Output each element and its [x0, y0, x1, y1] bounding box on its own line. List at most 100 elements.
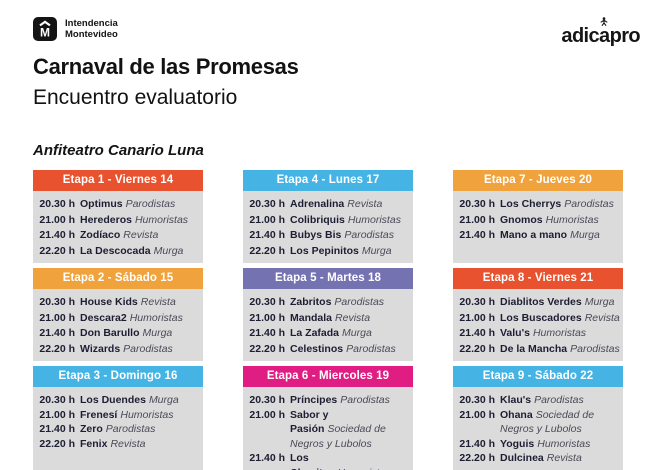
- stage-schedule: 20.30 h Los Duendes Murga 21.00 h Frenesí…: [33, 387, 203, 470]
- item-time: 21.40 h: [39, 327, 75, 339]
- stage-schedule: 20.30 h Los Cherrys Parodistas 21.00 h Gn…: [453, 191, 623, 263]
- intendencia-montevideo-logo: M Intendencia Montevideo: [33, 17, 118, 41]
- item-text: Frenesí Humoristas: [80, 408, 173, 423]
- item-time: 20.30 h: [249, 394, 285, 406]
- item-text: Celestinos Parodistas: [290, 342, 396, 358]
- item-name: De la Mancha: [500, 342, 568, 355]
- item-text: Gnomos Humoristas: [500, 213, 599, 229]
- item-category: Murga: [142, 327, 173, 339]
- item-name: Celestinos: [290, 342, 344, 355]
- stage-header-1: Etapa 1 - Viernes 14: [33, 170, 203, 191]
- stage-card-6: Etapa 6 - Miercoles 19 20.30 h Príncipes…: [243, 366, 413, 470]
- item-text: House Kids Revista: [80, 295, 176, 311]
- item-category: Murga: [361, 244, 392, 257]
- schedule-item: 22.20 h De la Mancha Parodistas: [455, 342, 621, 358]
- item-text: Optimus Parodistas: [80, 197, 175, 213]
- item-text: Bubys Bis Parodistas: [290, 228, 394, 244]
- stage-schedule: 20.30 h Diablitos Verdes Murga 21.00 h Lo…: [453, 289, 623, 361]
- schedule-item: 22.20 h Fenix Revista: [35, 437, 201, 452]
- item-text: La Descocada Murga: [80, 244, 183, 260]
- item-name: Colibriquis: [290, 213, 345, 226]
- item-category: Humoristas: [537, 437, 591, 450]
- item-name: Mano a mano: [500, 229, 568, 241]
- item-text: Ohana Sociedad de Negros y Lubolos: [500, 408, 621, 437]
- stage-schedule: 20.30 h Adrenalina Revista 21.00 h Colibr…: [243, 191, 413, 263]
- item-name: Descara2: [80, 311, 127, 324]
- schedule-item: 21.40 h Mano a mano Murga: [455, 228, 621, 244]
- item-category: Humoristas: [545, 213, 599, 226]
- item-name: Valu's: [500, 327, 530, 339]
- schedule-item: 21.00 h Mandala Revista: [245, 311, 411, 327]
- item-category: Revista: [335, 311, 371, 324]
- stage-card-1: Etapa 1 - Viernes 14 20.30 h Optimus Paro…: [33, 170, 203, 263]
- item-name: La Descocada: [80, 244, 151, 257]
- item-category: Parodistas: [346, 342, 396, 355]
- item-name: Los Chapitas: [290, 452, 334, 470]
- item-name: Zabritos: [290, 296, 332, 308]
- stage-header-7: Etapa 7 - Jueves 20: [453, 170, 623, 191]
- item-category: Revista: [110, 437, 146, 450]
- item-time: 22.20 h: [459, 452, 495, 464]
- stage-header-3: Etapa 3 - Domingo 16: [33, 366, 203, 387]
- schedule-item: 21.40 h Yoguis Humoristas: [455, 437, 621, 452]
- stage-header-4: Etapa 4 - Lunes 17: [243, 170, 413, 191]
- item-name: La Zafada: [290, 327, 340, 339]
- schedule-item: 20.30 h Príncipes Parodistas: [245, 393, 411, 408]
- item-time: 21.40 h: [249, 229, 285, 241]
- schedule-item: 22.20 h La Descocada Murga: [35, 244, 201, 260]
- item-category: Parodistas: [564, 198, 614, 210]
- stage-header-5: Etapa 5 - Martes 18: [243, 268, 413, 289]
- item-category: Humoristas: [347, 213, 401, 226]
- item-category: Murga: [342, 327, 372, 339]
- schedule-item: 21.00 h Los Buscadores Revista: [455, 311, 621, 327]
- item-text: Herederos Humoristas: [80, 213, 188, 229]
- item-category: Parodistas: [570, 342, 620, 355]
- item-text: Don Barullo Murga: [80, 326, 172, 342]
- item-time: 20.30 h: [39, 394, 75, 406]
- item-time: 20.30 h: [249, 198, 285, 210]
- item-text: Zero Parodistas: [80, 422, 155, 437]
- stage-schedule: 20.30 h Príncipes Parodistas 21.00 h Sabo…: [243, 387, 413, 470]
- item-category: Revista: [347, 198, 383, 210]
- item-category: Parodistas: [105, 423, 156, 435]
- item-name: Wizards: [80, 342, 121, 355]
- item-text: Príncipes Parodistas: [290, 393, 390, 408]
- item-name: Klau's: [500, 394, 532, 406]
- schedule-item: 21.40 h Bubys Bis Parodistas: [245, 228, 411, 244]
- stage-card-9: Etapa 9 - Sábado 22 20.30 h Klau's Parodi…: [453, 366, 623, 470]
- item-name: Zodíaco: [80, 229, 121, 241]
- item-text: Fenix Revista: [80, 437, 145, 452]
- stage-header-9: Etapa 9 - Sábado 22: [453, 366, 623, 387]
- schedule-item: 21.00 h Frenesí Humoristas: [35, 408, 201, 423]
- item-text: Mano a mano Murga: [500, 228, 600, 244]
- item-text: Diablitos Verdes Murga: [500, 295, 614, 311]
- item-text: Yoguis Humoristas: [500, 437, 590, 452]
- im-logo-text: Intendencia Montevideo: [65, 18, 118, 40]
- stage-schedule: 20.30 h Zabritos Parodistas 21.00 h Manda…: [243, 289, 413, 361]
- item-category: Humoristas: [129, 311, 183, 324]
- item-text: Adrenalina Revista: [290, 197, 382, 213]
- item-name: Don Barullo: [80, 327, 140, 339]
- schedule-item: 21.40 h Don Barullo Murga: [35, 326, 201, 342]
- page-subtitle: Encuentro evaluatorio: [33, 86, 238, 109]
- adicapro-logo: adic apro: [561, 17, 641, 48]
- item-time: 21.40 h: [459, 327, 495, 339]
- item-time: 20.30 h: [39, 296, 75, 308]
- schedule-item: 22.20 h Dulcinea Revista: [455, 451, 621, 466]
- item-name: Dulcinea: [500, 452, 544, 464]
- schedule-item: 21.00 h Descara2 Humoristas: [35, 311, 201, 327]
- item-time: 22.20 h: [459, 342, 495, 355]
- item-name: House Kids: [80, 296, 138, 308]
- item-time: 21.00 h: [249, 408, 285, 421]
- item-name: Príncipes: [290, 394, 338, 406]
- item-name: Frenesí: [80, 408, 118, 421]
- item-time: 21.40 h: [39, 229, 75, 241]
- venue-name: Anfiteatro Canario Luna: [33, 142, 204, 159]
- schedule-item: 22.20 h Wizards Parodistas: [35, 342, 201, 358]
- adicapro-text-left: adic: [561, 25, 600, 47]
- item-text: Dulcinea Revista: [500, 451, 582, 466]
- svg-text:M: M: [40, 26, 50, 40]
- schedule-item: 20.30 h Zabritos Parodistas: [245, 295, 411, 311]
- stage-card-8: Etapa 8 - Viernes 21 20.30 h Diablitos V…: [453, 268, 623, 361]
